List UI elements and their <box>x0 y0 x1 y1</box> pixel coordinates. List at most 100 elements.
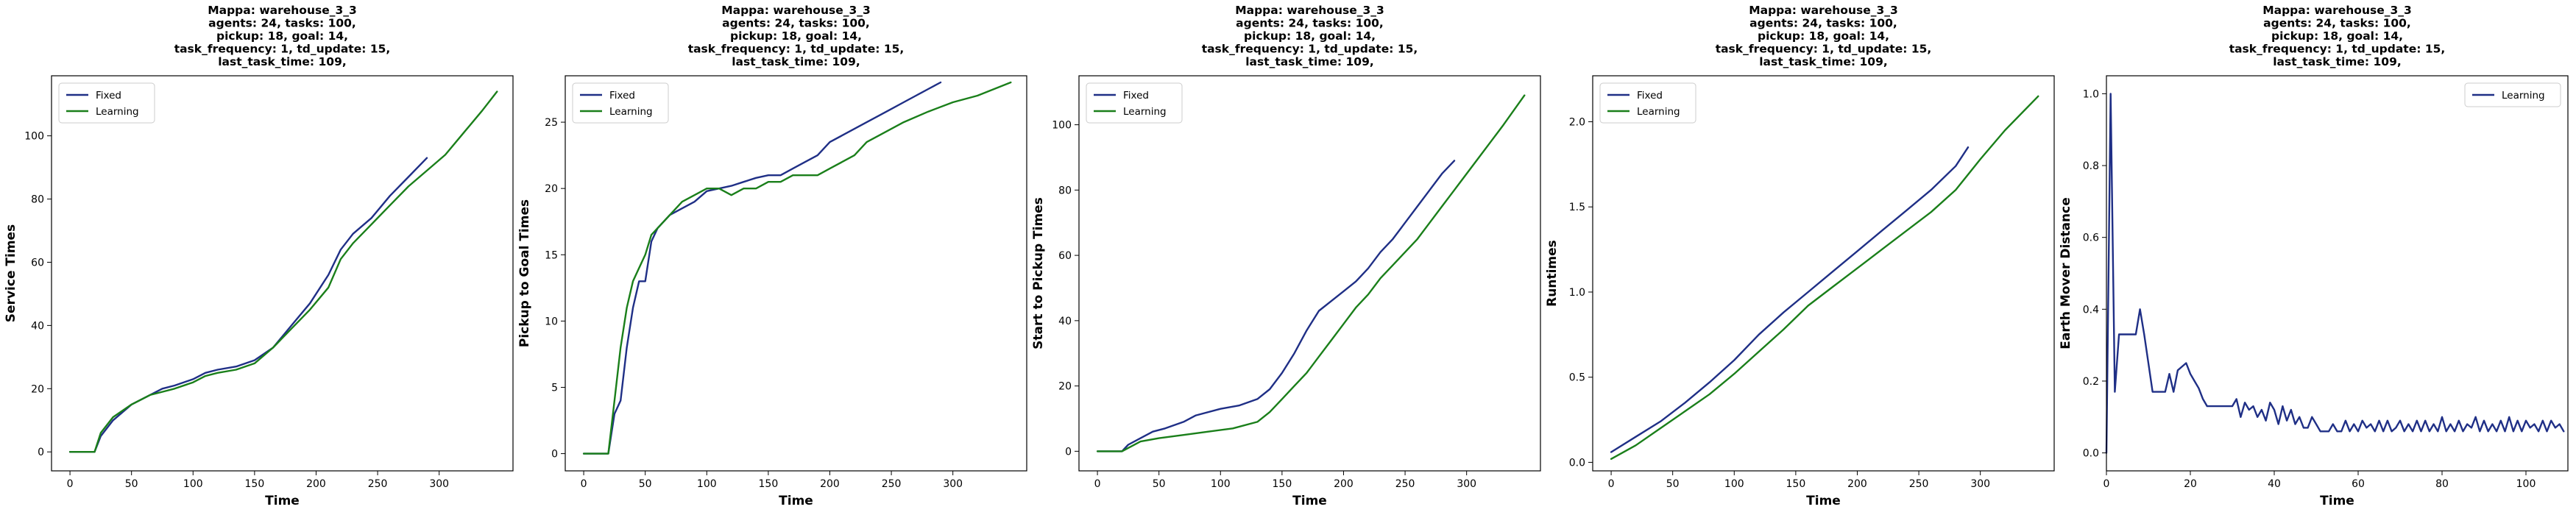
x-tick-label: 0 <box>67 478 74 490</box>
legend-box <box>572 82 669 124</box>
y-tick-label: 0 <box>38 447 44 458</box>
x-tick-label: 250 <box>1395 478 1415 490</box>
y-tick-label: 100 <box>24 131 44 143</box>
plot-frame <box>565 75 1027 472</box>
y-tick-label: 40 <box>1058 316 1072 327</box>
series-line-learning <box>582 81 1012 455</box>
legend-box <box>1599 82 1696 124</box>
chart-title-line: pickup: 18, goal: 14, <box>1244 29 1376 43</box>
x-tick-label: 150 <box>759 478 779 490</box>
y-tick-label: 0.4 <box>2083 304 2099 316</box>
y-tick-label: 0.0 <box>2083 448 2099 460</box>
chart-1: Mappa: warehouse_3_3 agents: 24, tasks: 1… <box>4 4 514 508</box>
chart-5: Mappa: warehouse_3_3 agents: 24, tasks: 1… <box>2059 4 2569 508</box>
chart-title-line: pickup: 18, goal: 14, <box>2271 29 2403 43</box>
y-tick-label: 15 <box>545 249 558 261</box>
x-tick-label: 20 <box>2184 478 2197 490</box>
x-tick-label: 300 <box>1970 478 1990 490</box>
y-tick-label: 0.0 <box>1569 457 1585 469</box>
y-tick-label: 60 <box>1058 250 1072 262</box>
y-tick-label: 20 <box>31 383 44 395</box>
x-tick-label: 100 <box>183 478 203 490</box>
chart-title: Mappa: warehouse_3_3 agents: 24, tasks: 1… <box>2229 4 2446 68</box>
series-line-learning <box>68 90 498 453</box>
y-tick-label: 80 <box>31 194 44 206</box>
legend-label-fixed: Fixed <box>96 90 121 102</box>
chart-title-line: last_task_time: 109, <box>732 55 860 68</box>
series-line-learning <box>1096 94 1526 452</box>
chart-title-line: task_frequency: 1, td_update: 15, <box>688 43 905 56</box>
x-tick-label: 150 <box>1273 478 1292 490</box>
chart-3: Mappa: warehouse_3_3 agents: 24, tasks: 1… <box>1031 4 1541 508</box>
y-tick-label: 0 <box>551 449 558 461</box>
x-tick-label: 0 <box>2103 478 2110 490</box>
x-tick-label: 0 <box>581 478 587 490</box>
chart-title-line: task_frequency: 1, td_update: 15, <box>2229 43 2446 56</box>
chart-title-line: task_frequency: 1, td_update: 15, <box>174 43 391 56</box>
legend-box <box>1086 82 1183 124</box>
x-tick-label: 250 <box>882 478 902 490</box>
legend: Fixed Learning <box>572 82 669 124</box>
x-axis-label: Time <box>779 494 813 508</box>
x-tick-label: 250 <box>1909 478 1929 490</box>
x-tick-label: 40 <box>2268 478 2281 490</box>
plot-frame <box>51 75 514 472</box>
chart-title-line: agents: 24, tasks: 100, <box>1236 17 1384 30</box>
legend: Fixed Learning <box>1086 82 1183 124</box>
x-tick-label: 150 <box>245 478 265 490</box>
y-tick-label: 1.0 <box>2083 88 2099 100</box>
x-tick-label: 200 <box>306 478 326 490</box>
chart-title-line: agents: 24, tasks: 100, <box>722 17 870 30</box>
x-axis-label: Time <box>1292 494 1327 508</box>
chart-title-line: Mappa: warehouse_3_3 <box>1235 4 1384 17</box>
legend-label-learning: Learning <box>1637 106 1680 118</box>
y-axis-label: Runtimes <box>1545 240 1560 307</box>
series-line-fixed <box>582 81 942 455</box>
x-tick-label: 0 <box>1608 478 1615 490</box>
chart-title-line: agents: 24, tasks: 100, <box>1749 17 1897 30</box>
x-tick-label: 300 <box>1457 478 1476 490</box>
series-line-learning <box>2105 93 2565 454</box>
x-tick-label: 50 <box>639 478 652 490</box>
chart-2: Mappa: warehouse_3_3 agents: 24, tasks: 1… <box>517 4 1027 508</box>
chart-title-line: agents: 24, tasks: 100, <box>208 17 356 30</box>
legend-box <box>58 82 155 124</box>
y-axis-label: Service Times <box>4 224 18 322</box>
chart-4: Mappa: warehouse_3_3 agents: 24, tasks: 1… <box>1545 4 2055 508</box>
legend-label-learning: Learning <box>609 106 653 118</box>
y-tick-label: 0.2 <box>2083 376 2099 388</box>
y-tick-label: 5 <box>551 382 558 394</box>
chart-title-line: last_task_time: 109, <box>1759 55 1888 68</box>
x-tick-label: 250 <box>368 478 388 490</box>
chart-title-line: Mappa: warehouse_3_3 <box>208 4 357 17</box>
y-tick-label: 25 <box>545 117 558 129</box>
y-tick-label: 60 <box>31 257 44 269</box>
y-tick-label: 10 <box>545 316 558 327</box>
chart-title: Mappa: warehouse_3_3 agents: 24, tasks: 1… <box>1716 4 1932 68</box>
chart-title-line: Mappa: warehouse_3_3 <box>721 4 871 17</box>
series-line-learning <box>1610 95 2039 460</box>
y-tick-label: 0.8 <box>2083 160 2099 172</box>
legend: Learning <box>2464 82 2561 107</box>
y-tick-label: 80 <box>1058 185 1072 196</box>
legend: Fixed Learning <box>58 82 155 124</box>
x-tick-label: 100 <box>1724 478 1744 490</box>
chart-title-line: last_task_time: 109, <box>1245 55 1374 68</box>
legend-label-learning: Learning <box>96 106 139 118</box>
y-tick-label: 100 <box>1052 120 1072 132</box>
chart-title: Mappa: warehouse_3_3 agents: 24, tasks: 1… <box>688 4 905 68</box>
x-tick-label: 200 <box>820 478 840 490</box>
chart-title-line: task_frequency: 1, td_update: 15, <box>1716 43 1932 56</box>
chart-title-line: task_frequency: 1, td_update: 15, <box>1202 43 1418 56</box>
chart-title: Mappa: warehouse_3_3 agents: 24, tasks: 1… <box>1202 4 1418 68</box>
x-tick-label: 150 <box>1786 478 1806 490</box>
legend-label-learning: Learning <box>1123 106 1167 118</box>
x-tick-label: 200 <box>1847 478 1867 490</box>
chart-title-line: last_task_time: 109, <box>2273 55 2402 68</box>
x-tick-label: 60 <box>2352 478 2365 490</box>
chart-title-line: pickup: 18, goal: 14, <box>730 29 862 43</box>
x-axis-label: Time <box>265 494 300 508</box>
y-tick-label: 0.6 <box>2083 232 2099 244</box>
y-tick-label: 40 <box>31 320 44 332</box>
